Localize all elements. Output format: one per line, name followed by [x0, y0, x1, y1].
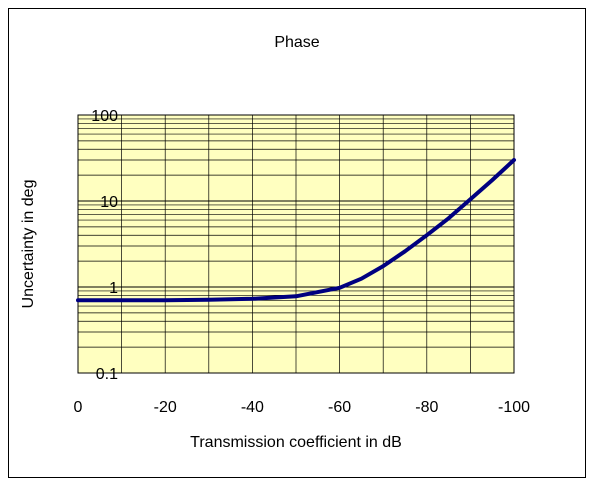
y-tick-label: 1: [109, 280, 118, 297]
series-line: [76, 158, 516, 303]
x-tick-label: -100: [498, 399, 530, 416]
x-tick-labels: 0 -20 -40 -60 -80 -100: [74, 399, 531, 416]
y-tick-label: 10: [100, 194, 118, 211]
y-tick-label: 0.1: [96, 366, 118, 383]
x-axis-label: Transmission coefficient in dB: [190, 434, 402, 451]
grid: [77, 115, 515, 374]
x-tick-label: -20: [154, 399, 177, 416]
x-tick-label: 0: [74, 399, 83, 416]
x-tick-label: -80: [415, 399, 438, 416]
y-tick-labels: 0.1 1 10 100: [91, 108, 118, 383]
x-tick-label: -40: [241, 399, 264, 416]
y-axis-label: Uncertainty in deg: [20, 180, 37, 309]
x-tick-label: -60: [328, 399, 351, 416]
y-tick-label: 100: [91, 108, 118, 125]
chart-title: Phase: [274, 34, 319, 51]
